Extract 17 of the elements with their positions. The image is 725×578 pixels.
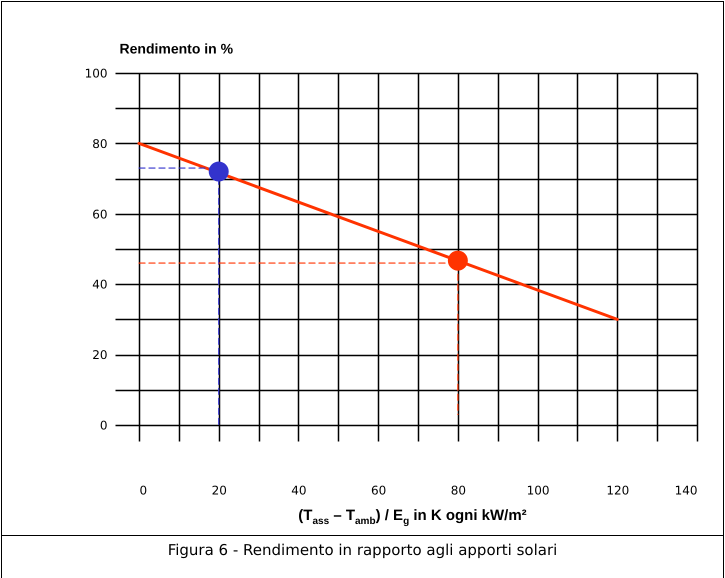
- y-tick-label: 20: [92, 348, 108, 362]
- text: Figura 6 - Rendimento in rapporto agli apporti solari: [1, 535, 724, 578]
- x-tick-label: 40: [291, 484, 307, 498]
- y-tick-label: 60: [92, 207, 108, 222]
- y-tick-label: 40: [92, 278, 108, 292]
- x-tick-label: 100: [526, 484, 550, 498]
- y-tick-label: 0: [100, 418, 108, 432]
- y-tick-label: 100: [84, 66, 108, 80]
- x-tick-label: 60: [371, 484, 386, 498]
- x-axis-title: (T$_{ass}$ – T$_{amb}$) / E$_{g}$ in K ogni kW/m²: [297, 507, 528, 527]
- x-tick-label: 80: [450, 484, 466, 498]
- x-tick-label: 20: [212, 484, 227, 498]
- x-tick-label: 0: [140, 484, 148, 498]
- x-tick-label: 140: [674, 484, 698, 498]
- y-axis-title: Rendimento in %: [120, 40, 234, 56]
- y-tick-label: 80: [92, 136, 108, 151]
- x-tick-label: 120: [606, 484, 630, 498]
